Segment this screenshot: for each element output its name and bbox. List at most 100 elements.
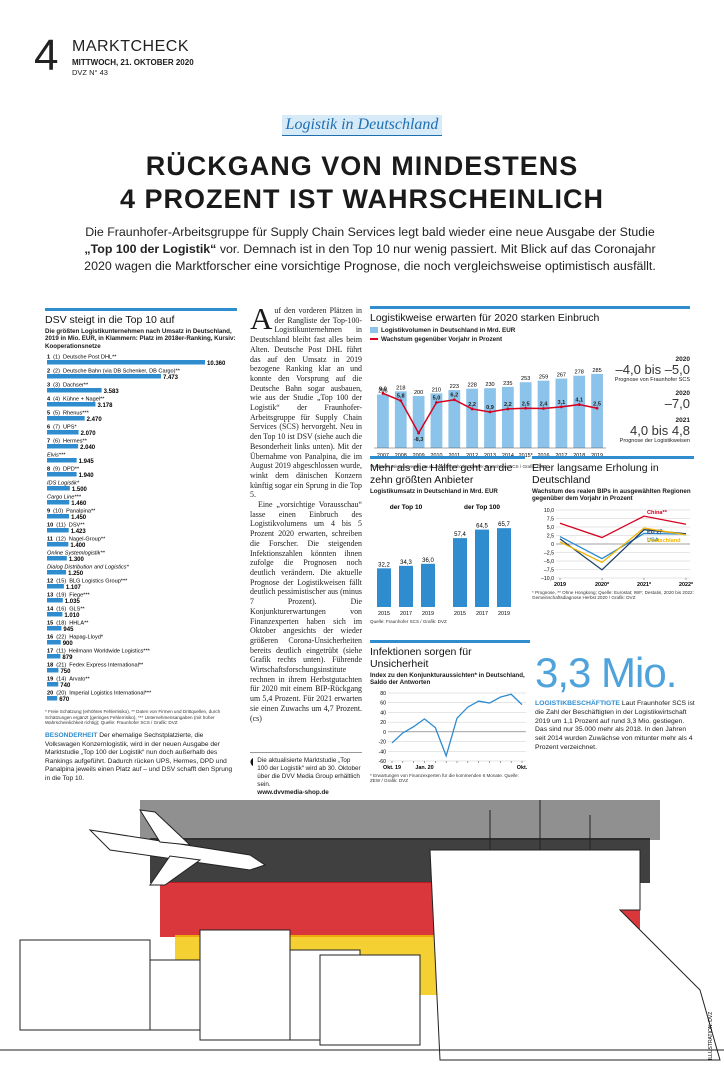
bar [47, 486, 70, 491]
value-label: 34,3 [400, 560, 412, 566]
growth-point [595, 406, 599, 410]
series-label: EU 27 [647, 530, 663, 536]
value-label: 1.450 [71, 515, 87, 521]
company: GLS** [69, 607, 85, 613]
footnote: * Freie Schätzung (erhöhtes Fehlerrisiko… [45, 709, 221, 726]
value-label: 3.178 [97, 403, 113, 409]
series-label: China** [647, 510, 668, 516]
employment-body: LOGISTIKBESCHÄFTIGTE Laut Fraunhofer SCS… [535, 700, 695, 753]
y-tick-label: 0 [383, 730, 386, 736]
value-label: 228 [467, 383, 476, 389]
page-number: 4 [34, 31, 59, 80]
previous-rank: (20) [56, 691, 66, 697]
top-chart: Mehr als die Hälfte geht an die zehn grö… [370, 456, 525, 625]
bar [573, 375, 586, 448]
value-label: 32,2 [378, 563, 390, 569]
company: Elvis*** [47, 453, 66, 459]
bar [47, 360, 205, 365]
value-label: 36,0 [422, 558, 434, 564]
plot: der Top 10 32,2 2015 34,3 2017 36,0 2019 der To… [377, 504, 511, 617]
rank-label: 11 (12) Nagel-Group** [47, 537, 106, 543]
rank-label: 20 (20) Imperial Logistics International**… [47, 691, 152, 697]
wash-gray [140, 800, 660, 840]
promo-link[interactable]: www.dvvmedia-shop.de [257, 789, 329, 796]
bar [47, 556, 67, 561]
y-tick-label: –2,5 [544, 550, 554, 556]
forecast-value: –4,0 bis –5,0 [615, 362, 690, 377]
bar [399, 566, 413, 608]
bar [484, 388, 496, 448]
footnote: * Prognose, ** Ohne Hongkong; Quelle: Eu… [532, 589, 694, 601]
previous-rank: (2) [53, 369, 60, 375]
ship [429, 849, 721, 1061]
value-label: 2.470 [87, 417, 103, 423]
company: Dachser** [63, 383, 89, 389]
growth-point [559, 405, 563, 409]
bar [47, 598, 63, 603]
value-label: 230 [485, 382, 494, 388]
growth-point [435, 401, 438, 404]
bar [47, 374, 161, 379]
bar [430, 393, 443, 448]
legend-swatch [370, 327, 378, 334]
y-tick-label: –7,5 [544, 567, 554, 573]
group-label: der Top 100 [464, 504, 500, 511]
chart-title: Mehr als die Hälfte geht an die zehn grö… [370, 456, 525, 486]
bar [497, 528, 511, 608]
rank-label: 16 (22) Hapag-Lloyd* [47, 635, 104, 641]
value-label: 65,7 [498, 523, 510, 529]
rank-number: 16 [47, 635, 53, 641]
growth-point [542, 407, 545, 410]
intro-text: Die Fraunhofer-Arbeitsgruppe für Supply … [85, 225, 655, 239]
x-tick-label: 2017 [476, 611, 488, 617]
sketch [0, 800, 724, 1061]
bar [537, 380, 550, 448]
company: Rhenus*** [63, 411, 90, 417]
growth-label: 4,1 [575, 398, 583, 404]
rank-label: 12 (15) BLG Logistics Group*** [47, 579, 128, 585]
rank-number: 12 [47, 579, 53, 585]
date: MITTWOCH, 21. OKTOBER 2020 [72, 58, 194, 67]
chart-title: DSV steigt in die Top 10 auf [45, 308, 237, 326]
previous-rank: (3) [53, 383, 60, 389]
legend-swatch [370, 338, 378, 341]
value-label: 750 [60, 669, 71, 675]
company: Online Systemlogistik** [47, 551, 106, 557]
illustration: ILLUSTRATION: DVZ [0, 800, 724, 1061]
company: Imperial Logistics International*** [69, 691, 152, 697]
previous-rank: (19) [56, 593, 66, 599]
bar [421, 564, 435, 608]
forecast-value: –7,0 [664, 395, 690, 411]
rank-label: Elvis*** [47, 453, 66, 459]
growth-label: 2,4 [540, 401, 549, 407]
rank-label: 6 (7) UPS* [47, 425, 77, 431]
bar [47, 430, 79, 435]
forecast-note: Prognose der Logistikweisen [619, 437, 690, 444]
series-line [559, 515, 687, 539]
growth-point [470, 407, 474, 411]
promo-text: Die aktualisierte Marktstudie „Top 100 d… [257, 757, 361, 788]
value-label: 64,5 [476, 524, 488, 530]
company: Fiege*** [69, 593, 90, 599]
footnote: * Höheres Niveau wegen neuer Schätzmetho… [370, 464, 547, 469]
bar [519, 382, 532, 448]
previous-rank: (1) [53, 355, 60, 361]
y-tick-label: 10,0 [544, 508, 554, 514]
legend-item: Wachstum gegenüber Vorjahr in Prozent [370, 335, 690, 344]
company: UPS* [63, 425, 78, 431]
growth-label: 6,2 [450, 393, 458, 399]
rank-label: 19 (14) Arvato** [47, 677, 91, 683]
y-tick-label: 2,5 [547, 533, 554, 539]
y-tick-label: –5,0 [544, 559, 554, 565]
bar [47, 626, 62, 631]
rank-number: 19 [47, 677, 53, 683]
company: Heilmann Worldwide Logistics*** [69, 649, 151, 655]
paragraph: Auf den vorderen Plätzen in der Ranglist… [250, 301, 362, 500]
x-tick-label: 2019 [498, 611, 510, 617]
company: Kühne + Nagel** [63, 397, 105, 403]
bar [47, 388, 102, 393]
plane [88, 829, 267, 871]
value-label: 253 [521, 376, 530, 382]
previous-rank: (14) [56, 677, 66, 683]
